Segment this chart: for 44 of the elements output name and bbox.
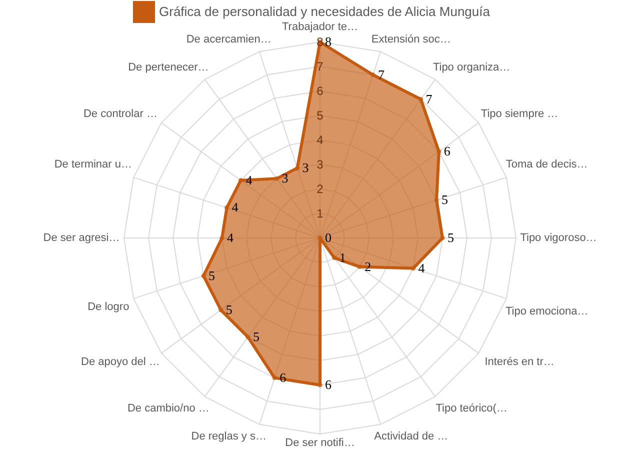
data-label: 7 [426, 91, 433, 106]
legend-label: Gráfica de personalidad y necesidades de Alicia Munguía [159, 4, 491, 19]
data-label: 5 [208, 268, 215, 283]
spoke-label: Actividad de … [374, 430, 448, 443]
data-label: 4 [418, 260, 426, 276]
spoke-label: Tipo organiza… [432, 62, 510, 74]
data-label: 0 [325, 230, 332, 245]
spoke-label: Tipo emociona… [505, 306, 588, 318]
y-tick-label: 3 [316, 158, 324, 172]
spoke-label: Toma de decis… [506, 158, 588, 170]
y-tick-label: 5 [316, 108, 324, 122]
data-label: 4 [227, 230, 234, 245]
spoke-label: De acercamien… [186, 33, 272, 46]
y-tick-label: 7 [316, 60, 324, 74]
data-label: 6 [444, 144, 451, 159]
spoke-label: De cambio/no … [127, 402, 210, 414]
y-tick-label: 6 [316, 84, 324, 98]
data-label: 7 [378, 66, 385, 82]
data-label: 5 [226, 302, 232, 318]
data-label: 3 [282, 170, 288, 186]
data-label: 5 [448, 230, 454, 245]
spoke-label: Trabajador te… [282, 21, 358, 33]
data-label: 5 [442, 192, 448, 208]
y-tick-label: 4 [316, 133, 324, 147]
spoke-label: Tipo vigoroso… [520, 232, 597, 244]
spoke-label: De reglas y s… [191, 430, 266, 443]
spoke-label: De logro [88, 300, 130, 313]
spoke-label: De terminar u… [54, 158, 132, 170]
spoke-label: Tipo siempre … [480, 108, 558, 120]
spoke-label: De ser agresi… [43, 232, 120, 244]
spoke-label: Tipo teórico(… [436, 402, 508, 414]
y-tick-label: 2 [316, 182, 324, 196]
spoke-label: Interés en tr… [484, 356, 554, 368]
spoke-label: De apoyo del … [81, 356, 160, 368]
data-label: 6 [280, 370, 287, 385]
data-label: 3 [302, 160, 309, 176]
data-label: 1 [339, 250, 346, 265]
spoke-label: De pertenecer… [128, 62, 209, 74]
spoke-label: De controlar … [83, 108, 158, 120]
spoke-label: Extensión soc… [371, 33, 451, 46]
spoke-label: De ser notifi… [285, 437, 355, 449]
y-tick-label: 1 [316, 206, 324, 220]
data-label: 5 [252, 329, 260, 344]
data-label: 4 [232, 200, 239, 215]
